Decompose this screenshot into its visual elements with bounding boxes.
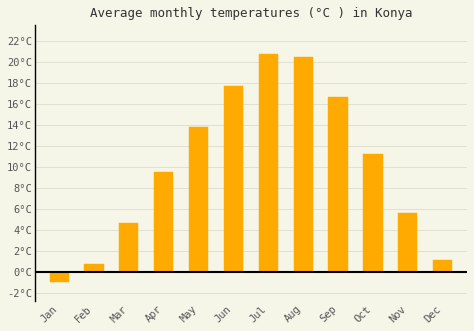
Bar bbox=[154, 172, 173, 272]
Title: Average monthly temperatures (°C ) in Konya: Average monthly temperatures (°C ) in Ko… bbox=[90, 7, 412, 20]
Bar bbox=[259, 54, 278, 272]
Bar bbox=[224, 86, 243, 272]
Bar bbox=[398, 213, 418, 272]
Bar bbox=[364, 154, 383, 272]
Bar bbox=[119, 223, 138, 272]
Bar bbox=[50, 272, 69, 282]
Bar bbox=[189, 127, 208, 272]
Bar bbox=[328, 97, 347, 272]
Bar bbox=[433, 260, 452, 272]
Bar bbox=[293, 57, 313, 272]
Bar bbox=[84, 264, 104, 272]
